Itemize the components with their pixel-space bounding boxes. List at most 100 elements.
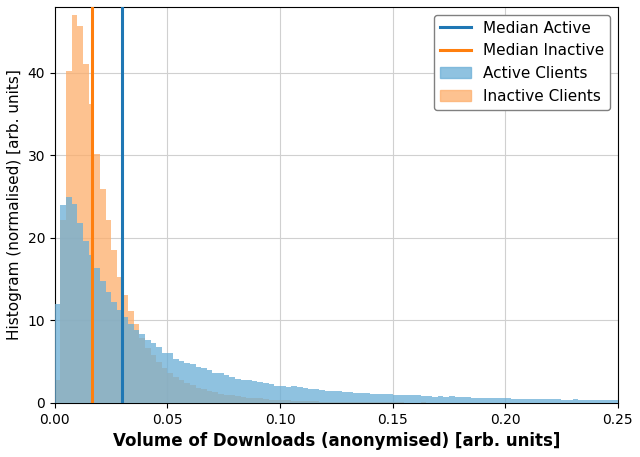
Bar xyxy=(392,394,398,403)
Bar xyxy=(168,353,173,403)
Bar xyxy=(359,393,364,403)
Bar xyxy=(314,401,319,403)
Bar xyxy=(454,397,460,403)
Bar xyxy=(325,402,331,403)
Bar xyxy=(331,391,336,403)
Bar xyxy=(584,400,589,403)
Bar xyxy=(415,395,420,403)
Bar xyxy=(511,399,516,403)
Bar xyxy=(348,402,353,403)
X-axis label: Volume of Downloads (anonymised) [arb. units]: Volume of Downloads (anonymised) [arb. u… xyxy=(113,432,560,450)
Bar xyxy=(539,399,545,403)
Bar xyxy=(162,353,168,403)
Bar xyxy=(438,396,444,403)
Bar xyxy=(477,398,483,403)
Bar xyxy=(359,402,364,403)
Bar xyxy=(370,402,376,403)
Bar xyxy=(297,401,303,403)
Bar xyxy=(72,15,77,403)
Bar xyxy=(94,268,100,403)
Bar xyxy=(291,387,297,403)
Bar xyxy=(116,310,122,403)
Bar xyxy=(404,395,410,403)
Bar xyxy=(426,396,432,403)
Bar xyxy=(106,220,111,403)
Bar xyxy=(55,380,60,403)
Bar xyxy=(229,377,235,403)
Bar xyxy=(348,393,353,403)
Bar xyxy=(122,294,128,403)
Bar xyxy=(500,398,505,403)
Bar xyxy=(207,370,212,403)
Bar xyxy=(579,400,584,403)
Bar xyxy=(224,395,229,403)
Bar xyxy=(252,399,257,403)
Bar xyxy=(516,399,522,403)
Bar xyxy=(241,397,246,403)
Bar xyxy=(77,223,83,403)
Bar xyxy=(263,383,269,403)
Bar xyxy=(60,220,66,403)
Bar xyxy=(66,71,72,403)
Bar xyxy=(246,398,252,403)
Bar xyxy=(150,355,156,403)
Bar xyxy=(83,64,88,403)
Bar xyxy=(319,390,325,403)
Bar xyxy=(336,402,342,403)
Bar xyxy=(432,397,438,403)
Bar xyxy=(483,398,488,403)
Bar xyxy=(342,392,348,403)
Bar xyxy=(173,359,179,403)
Bar xyxy=(275,399,280,403)
Bar xyxy=(353,393,359,403)
Bar xyxy=(218,373,224,403)
Bar xyxy=(201,368,207,403)
Bar xyxy=(285,400,291,403)
Bar xyxy=(472,398,477,403)
Bar xyxy=(567,399,573,403)
Bar xyxy=(285,387,291,403)
Bar xyxy=(184,383,190,403)
Bar xyxy=(398,395,404,403)
Bar xyxy=(376,393,381,403)
Bar xyxy=(190,364,196,403)
Bar xyxy=(257,383,263,403)
Bar xyxy=(100,281,106,403)
Bar xyxy=(387,394,392,403)
Bar xyxy=(162,367,168,403)
Bar xyxy=(140,334,145,403)
Bar xyxy=(156,362,162,403)
Y-axis label: Histogram (normalised) [arb. units]: Histogram (normalised) [arb. units] xyxy=(7,69,22,340)
Bar xyxy=(134,330,140,403)
Bar xyxy=(314,389,319,403)
Bar xyxy=(522,399,527,403)
Bar xyxy=(319,402,325,403)
Bar xyxy=(145,348,150,403)
Bar xyxy=(275,386,280,403)
Bar xyxy=(196,388,201,403)
Bar xyxy=(168,373,173,403)
Bar xyxy=(466,397,472,403)
Bar xyxy=(140,338,145,403)
Bar xyxy=(381,394,387,403)
Bar xyxy=(111,302,116,403)
Legend: Median Active, Median Inactive, Active Clients, Inactive Clients: Median Active, Median Inactive, Active C… xyxy=(434,15,610,110)
Bar xyxy=(376,402,381,403)
Bar xyxy=(179,380,184,403)
Bar xyxy=(364,402,370,403)
Bar xyxy=(218,394,224,403)
Bar xyxy=(263,399,269,403)
Bar xyxy=(573,399,579,403)
Bar xyxy=(179,361,184,403)
Bar xyxy=(60,205,66,403)
Bar xyxy=(381,402,387,403)
Bar xyxy=(325,391,331,403)
Bar xyxy=(55,304,60,403)
Bar xyxy=(364,393,370,403)
Bar xyxy=(94,154,100,403)
Bar xyxy=(550,399,556,403)
Bar xyxy=(269,400,275,403)
Bar xyxy=(235,396,241,403)
Bar xyxy=(229,395,235,403)
Bar xyxy=(612,400,618,403)
